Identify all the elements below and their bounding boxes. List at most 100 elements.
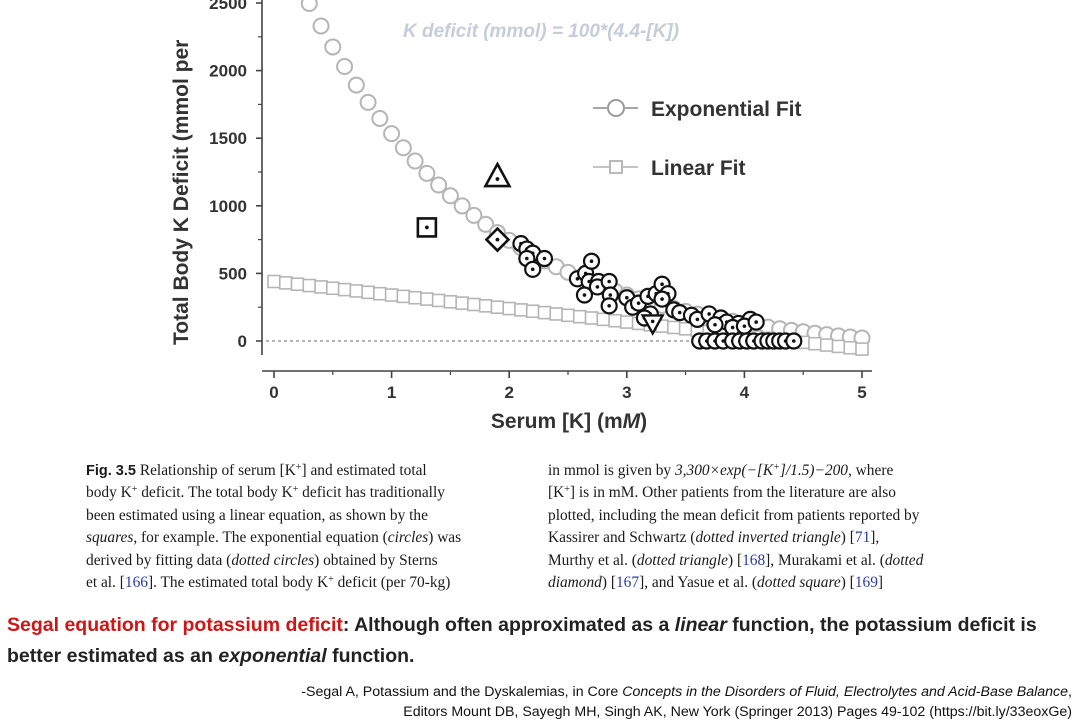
caption-line: et al. [166]. The estimated total body K… (86, 573, 451, 591)
x-tick-label: 3 (622, 383, 631, 402)
sterns-data-point-dot (660, 282, 664, 287)
linear-fit-point (478, 299, 493, 313)
linear-fit-point (678, 322, 693, 336)
linear-fit-point (325, 281, 340, 296)
sterns-data-point-dot (754, 320, 758, 324)
linear-fit-point (396, 289, 411, 304)
summary-part-3: function. (326, 645, 415, 667)
y-tick-label: 2500 (209, 0, 247, 13)
chart: 0 500 1000 1500 2000 2500 0 1 2 3 4 5 K deficit (mm… (170, 0, 872, 433)
linear-fit-point (384, 288, 399, 302)
linear-fit-point (525, 304, 540, 319)
sterns-data-point-dot (713, 322, 717, 327)
y-tick-label: 1500 (209, 129, 247, 148)
kassirer-schwartz-point-dot (650, 319, 655, 324)
linear-fit-point (337, 282, 352, 297)
exponential-fit-point (477, 215, 495, 233)
linear-fit-point (361, 285, 375, 300)
linear-fit-point (467, 297, 481, 312)
yasue-point-dot (424, 225, 429, 230)
linear-fit-point (819, 338, 834, 352)
exponential-fit-point (430, 176, 448, 194)
murthy-point-dot (495, 177, 500, 181)
linear-fit-point (561, 308, 575, 323)
sterns-data-point-dot (608, 293, 613, 297)
sterns-data-point-dot (542, 256, 547, 261)
exponential-fit-point (453, 197, 471, 215)
caption-line: Kassirer and Schwartz (dotted inverted t… (548, 529, 880, 547)
linear-fit-point (572, 309, 587, 324)
caption-line: [K+] is in mM. Other patients from the l… (548, 484, 896, 502)
summary-heading: Segal equation for potassium deficit (7, 614, 343, 636)
legend-linear-marker (609, 160, 623, 174)
sterns-data-point-dot (707, 312, 711, 316)
caption-line: body K+ deficit. The total body K+ defic… (86, 484, 445, 502)
linear-fit-point (373, 286, 387, 301)
citation-line-1: -Segal A, Potassium and the Dyskalemias,… (301, 684, 1072, 700)
sterns-data-point-dot (575, 277, 580, 281)
y-tick-label: 2000 (209, 62, 247, 81)
caption-line: Fig. 3.5 Relationship of serum [K+] and … (86, 462, 427, 479)
linear-fit-point (431, 293, 446, 308)
caption-line: squares, for example. The exponential eq… (86, 529, 462, 547)
linear-fit-point (420, 292, 434, 306)
x-axis-label: Serum [K] (mM) (491, 410, 647, 433)
caption-line: Murthy et al. (dotted triangle) [168], M… (548, 551, 924, 569)
sterns-data-point-dot (791, 339, 796, 343)
summary-part-1: Although often approximated as a (349, 614, 675, 636)
caption-line: been estimated using a linear equation, … (86, 506, 428, 524)
linear-fit-point (290, 277, 305, 292)
citation-line-2: Editors Mount DB, Sayegh MH, Singh AK, N… (403, 704, 1072, 720)
caption-column-left: Fig. 3.5 Relationship of serum [K+] and … (86, 460, 523, 594)
exponential-fit-point (300, 0, 318, 13)
legend-exponential-marker (607, 99, 625, 117)
sterns-data-point-dot (730, 325, 735, 330)
exponential-fit-point (312, 17, 330, 35)
linear-fit-point (349, 284, 364, 298)
exponential-fit-point (383, 125, 401, 143)
linear-fit-point (514, 303, 528, 317)
y-tick-label: 0 (238, 332, 247, 351)
exponential-fit-point (394, 139, 412, 157)
exponential-fit-point (359, 93, 377, 111)
linear-fit-point (549, 307, 564, 321)
linear-fit-point (455, 296, 469, 310)
sterns-data-point-dot (525, 256, 529, 261)
exponential-fit-point (406, 152, 424, 170)
caption-line: in mmol is given by 3,300×exp(−[K+]/1.5)… (548, 462, 894, 479)
x-tick-label: 0 (269, 383, 278, 402)
linear-fit-point (855, 342, 869, 356)
exponential-fit-point (336, 58, 354, 76)
equation-annotation: K deficit (mmol) = 100*(4.4-[K]) (403, 21, 679, 42)
linear-fit-point (843, 340, 858, 355)
caption-line: plotted, including the mean deficit from… (548, 506, 920, 524)
summary-colon: : (342, 614, 350, 636)
sterns-data-point-dot (625, 295, 629, 300)
linear-fit-point (443, 294, 458, 309)
sterns-data-point-dot (742, 324, 747, 328)
linear-fit-point (808, 336, 822, 351)
caption-line: derived by fitting data (dotted circles)… (86, 551, 438, 569)
linear-fit-point (490, 300, 505, 315)
legend-linear-label: Linear Fit (651, 157, 746, 180)
linear-fit-point (502, 301, 517, 316)
x-tick-label: 5 (857, 383, 866, 402)
sterns-data-point-dot (582, 293, 587, 297)
exponential-fit-point (371, 109, 389, 127)
linear-fit-point (537, 305, 552, 320)
linear-fit-point (408, 290, 422, 305)
linear-fit-point (584, 311, 599, 325)
linear-fit-point (619, 315, 634, 329)
sterns-data-point-dot (677, 310, 682, 315)
exponential-fit-point (441, 187, 459, 205)
linear-fit-point (596, 312, 611, 327)
linear-fit-point (831, 339, 846, 354)
sterns-data-point-dot (589, 259, 594, 264)
summary-italic-linear: linear (674, 614, 727, 636)
citation: -Segal A, Potassium and the Dyskalemias,… (12, 682, 1072, 722)
linear-fit-point (302, 278, 317, 293)
x-tick-label: 2 (504, 383, 513, 402)
sterns-data-point-dot (607, 304, 611, 308)
linear-fit-point (667, 320, 681, 335)
linear-fit-point (267, 274, 281, 289)
